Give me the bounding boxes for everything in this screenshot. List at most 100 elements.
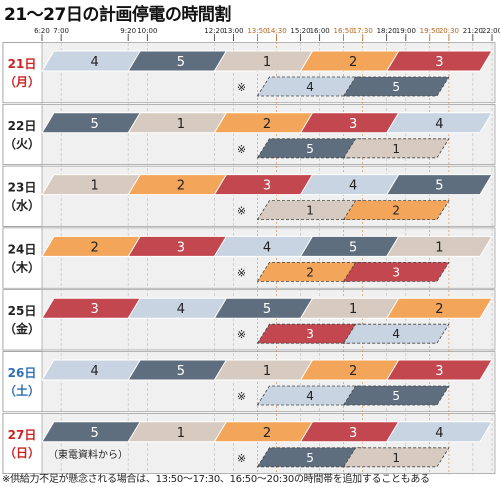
x-tick-label: 16:50 <box>334 27 354 35</box>
extra-marker: ※ <box>237 81 246 94</box>
extra-marker: ※ <box>237 205 246 218</box>
slot-group-label: 3 <box>263 179 271 194</box>
x-tick-label: 9:20 <box>120 27 136 35</box>
day-weekday-label: （月） <box>4 74 40 89</box>
extra-slot-bar-group-3 <box>342 261 450 282</box>
day-label-cell <box>2 412 43 474</box>
slot-group-label: 1 <box>263 364 271 379</box>
day-weekday-label: （土） <box>4 383 40 398</box>
day-weekday-label: （日） <box>4 445 40 460</box>
extra-slot-group-label: 4 <box>306 80 314 94</box>
x-tick-label: 7:00 <box>53 27 69 35</box>
extra-slot-group-label: 1 <box>306 204 314 218</box>
chart-title: 21〜27日の計画停電の時間割 <box>4 5 231 25</box>
day-date-label: 25日 <box>8 304 37 318</box>
day-label-cell <box>2 165 43 227</box>
extra-slot-group-label: 5 <box>392 389 400 403</box>
extra-slot-group-label: 1 <box>392 142 400 156</box>
extra-marker: ※ <box>237 328 246 341</box>
day-date-label: 23日 <box>8 181 37 195</box>
extra-slot-group-label: 5 <box>306 142 314 156</box>
day-label-cell <box>2 227 43 289</box>
extra-slot-group-label: 4 <box>392 327 400 341</box>
slot-group-label: 4 <box>91 55 99 70</box>
x-tick-label: 19:50 <box>420 27 440 35</box>
extra-slot-group-label: 2 <box>392 204 400 218</box>
extra-slot-bar-group-1 <box>342 138 450 159</box>
slot-bar-group-2 <box>385 297 493 319</box>
slot-group-label: 4 <box>91 364 99 379</box>
day-weekday-label: （金） <box>4 321 40 336</box>
slot-group-label: 1 <box>177 426 185 441</box>
extra-slot-group-label: 5 <box>392 80 400 94</box>
slot-bar-group-3 <box>385 50 493 72</box>
x-tick-label: 19:00 <box>396 27 416 35</box>
extra-slot-group-label: 3 <box>306 327 314 341</box>
slot-group-label: 5 <box>177 364 185 379</box>
slot-bar-group-5 <box>385 174 493 196</box>
slot-group-label: 5 <box>435 179 443 194</box>
slot-group-label: 1 <box>349 302 357 317</box>
x-tick-label: 16:00 <box>310 27 330 35</box>
slot-bar-group-4 <box>385 421 493 443</box>
slot-group-label: 5 <box>91 426 99 441</box>
footnote: ※供給力不足が懸念される場合は、13:50〜17:30、16:50〜20:30の… <box>2 474 430 485</box>
day-weekday-label: （水） <box>4 198 40 213</box>
extra-slot-bar-group-5 <box>342 76 450 97</box>
day-weekday-label: （火） <box>4 136 40 151</box>
day-date-label: 22日 <box>8 119 37 133</box>
slot-group-label: 4 <box>435 426 443 441</box>
extra-slot-bar-group-1 <box>342 447 450 468</box>
slot-group-label: 3 <box>349 117 357 132</box>
slot-group-label: 4 <box>177 302 185 317</box>
x-tick-label: 15:20 <box>290 27 310 35</box>
extra-marker: ※ <box>237 452 246 465</box>
x-tick-label: 13:50 <box>247 27 267 35</box>
extra-slot-bar-group-4 <box>342 323 450 344</box>
slot-bar-group-1 <box>385 235 493 257</box>
x-tick-label: 14:30 <box>266 27 286 35</box>
x-tick-label: 6:20 <box>34 27 50 35</box>
slot-group-label: 2 <box>435 302 443 317</box>
x-tick-label: 21:20 <box>463 27 483 35</box>
slot-group-label: 2 <box>349 55 357 70</box>
slot-group-label: 4 <box>349 179 357 194</box>
extra-slot-bar-group-2 <box>342 200 450 221</box>
source-note: （東電資料から） <box>48 450 128 461</box>
slot-group-label: 1 <box>91 179 99 194</box>
day-label-cell <box>2 289 43 351</box>
slot-group-label: 1 <box>263 55 271 70</box>
day-date-label: 24日 <box>8 242 37 256</box>
slot-group-label: 5 <box>91 117 99 132</box>
slot-group-label: 2 <box>263 426 271 441</box>
extra-slot-group-label: 2 <box>306 265 314 279</box>
day-label-cell <box>2 351 43 413</box>
slot-group-label: 2 <box>349 364 357 379</box>
slot-group-label: 3 <box>349 426 357 441</box>
extra-slot-group-label: 3 <box>392 265 400 279</box>
slot-group-label: 5 <box>263 302 271 317</box>
slot-group-label: 3 <box>91 302 99 317</box>
slot-group-label: 3 <box>435 364 443 379</box>
slot-group-label: 3 <box>177 240 185 255</box>
day-date-label: 26日 <box>8 366 37 380</box>
day-date-label: 27日 <box>8 428 37 442</box>
day-weekday-label: （木） <box>4 259 40 274</box>
day-label-cell <box>2 104 43 165</box>
slot-group-label: 4 <box>435 117 443 132</box>
x-tick-label: 13:00 <box>223 27 243 35</box>
extra-slot-group-label: 1 <box>392 451 400 465</box>
slot-group-label: 2 <box>177 179 185 194</box>
x-tick-label: 22:00 <box>482 27 500 35</box>
x-tick-label: 10:00 <box>137 27 157 35</box>
day-date-label: 21日 <box>8 57 37 71</box>
slot-bar-group-3 <box>385 359 493 381</box>
slot-group-label: 1 <box>177 117 185 132</box>
x-tick-label: 18:20 <box>377 27 397 35</box>
x-tick-label: 17:30 <box>353 27 373 35</box>
extra-slot-group-label: 4 <box>306 389 314 403</box>
slot-group-label: 2 <box>91 240 99 255</box>
extra-marker: ※ <box>237 390 246 403</box>
x-tick-label: 20:30 <box>439 27 459 35</box>
